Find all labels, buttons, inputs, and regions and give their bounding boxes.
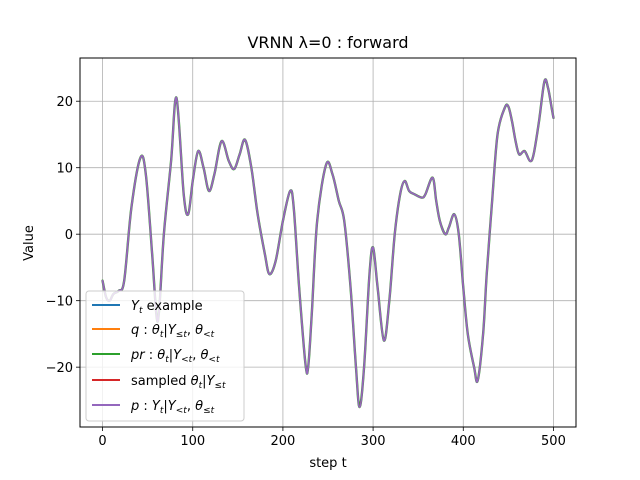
legend-label-y-example: Yt example <box>131 299 203 316</box>
plot-frame <box>79 57 577 428</box>
y-tick-label: 20 <box>56 95 73 110</box>
x-tick-label: 500 <box>541 434 566 449</box>
x-tick-label: 0 <box>98 434 106 449</box>
y-tick-label: 0 <box>65 228 73 243</box>
y-tick-label: −20 <box>46 361 73 376</box>
axis-ticks: 0 100 200 300 400 500 −20 −10 0 10 20 <box>46 95 566 449</box>
legend-label-q: q : θt|Y≤t, θ<t <box>131 323 215 340</box>
y-tick-label: −10 <box>46 295 73 310</box>
legend: Yt example q : θt|Y≤t, θ<t pr : θt|Y<t, … <box>85 290 245 422</box>
x-tick-label: 100 <box>180 434 205 449</box>
y-tick-label: 10 <box>56 162 73 177</box>
x-tick-label: 400 <box>451 434 476 449</box>
x-tick-label: 200 <box>270 434 295 449</box>
y-axis-title: Value <box>22 225 37 261</box>
series-lines <box>101 78 555 409</box>
legend-label-pr: pr : θt|Y<t, θ<t <box>130 348 220 365</box>
chart-title: VRNN λ=0 : forward <box>247 33 408 52</box>
x-tick-label: 300 <box>361 434 386 449</box>
legend-box <box>85 290 245 422</box>
x-axis-title: step t <box>309 456 346 471</box>
series-line-p <box>101 78 555 408</box>
legend-label-p: p : Yt|Y<t, θ≤t <box>130 399 215 416</box>
legend-label-sampled: sampled θt|Y≤t <box>131 374 226 391</box>
